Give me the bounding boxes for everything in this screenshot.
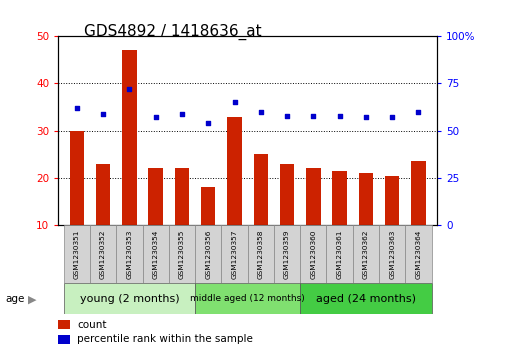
Bar [280, 164, 294, 225]
Bar [253, 154, 268, 225]
Text: age: age [5, 294, 24, 305]
Bar [300, 283, 432, 314]
Bar [195, 283, 300, 314]
Point [309, 113, 318, 118]
Bar [64, 283, 195, 314]
Bar [247, 225, 274, 283]
Text: GSM1230356: GSM1230356 [205, 229, 211, 279]
Text: GSM1230364: GSM1230364 [416, 229, 422, 279]
Bar [300, 225, 327, 283]
Point [257, 109, 265, 115]
Point [362, 115, 370, 121]
Bar [70, 131, 84, 225]
Text: count: count [77, 319, 107, 330]
Point [204, 120, 212, 126]
Bar [274, 225, 300, 283]
Point [99, 111, 107, 117]
Bar [221, 225, 247, 283]
Text: GSM1230362: GSM1230362 [363, 229, 369, 279]
Text: GSM1230351: GSM1230351 [74, 229, 80, 279]
Bar [169, 225, 195, 283]
Bar [90, 225, 116, 283]
Text: GSM1230359: GSM1230359 [284, 229, 290, 279]
Bar [64, 225, 90, 283]
Point [151, 115, 160, 121]
Point [178, 111, 186, 117]
Bar [385, 176, 399, 225]
Bar [379, 225, 405, 283]
Text: ▶: ▶ [28, 294, 37, 305]
Text: GSM1230363: GSM1230363 [389, 229, 395, 279]
Text: GDS4892 / 1418636_at: GDS4892 / 1418636_at [84, 24, 262, 40]
Bar [359, 173, 373, 225]
Text: GSM1230355: GSM1230355 [179, 229, 185, 279]
Text: aged (24 months): aged (24 months) [316, 294, 416, 303]
Bar [227, 117, 242, 225]
Bar [96, 164, 110, 225]
Text: percentile rank within the sample: percentile rank within the sample [77, 334, 253, 344]
Bar [327, 225, 353, 283]
Text: GSM1230357: GSM1230357 [232, 229, 238, 279]
Point [125, 86, 134, 92]
Bar [201, 187, 215, 225]
Text: GSM1230353: GSM1230353 [126, 229, 133, 279]
Bar [195, 225, 221, 283]
Bar [175, 168, 189, 225]
Bar [411, 161, 426, 225]
Point [283, 113, 291, 118]
Bar [332, 171, 347, 225]
Text: GSM1230358: GSM1230358 [258, 229, 264, 279]
Text: young (2 months): young (2 months) [80, 294, 179, 303]
Text: GSM1230354: GSM1230354 [153, 229, 158, 279]
Bar [405, 225, 432, 283]
Bar [143, 225, 169, 283]
Point [336, 113, 344, 118]
Bar [353, 225, 379, 283]
Point [388, 115, 396, 121]
Text: middle aged (12 months): middle aged (12 months) [190, 294, 305, 303]
Bar [306, 168, 321, 225]
Text: GSM1230360: GSM1230360 [310, 229, 316, 279]
Point [231, 99, 239, 105]
Point [415, 109, 423, 115]
Text: GSM1230361: GSM1230361 [337, 229, 342, 279]
Text: GSM1230352: GSM1230352 [100, 229, 106, 279]
Bar [148, 168, 163, 225]
Point [73, 105, 81, 111]
Bar [116, 225, 143, 283]
Bar [122, 50, 137, 225]
